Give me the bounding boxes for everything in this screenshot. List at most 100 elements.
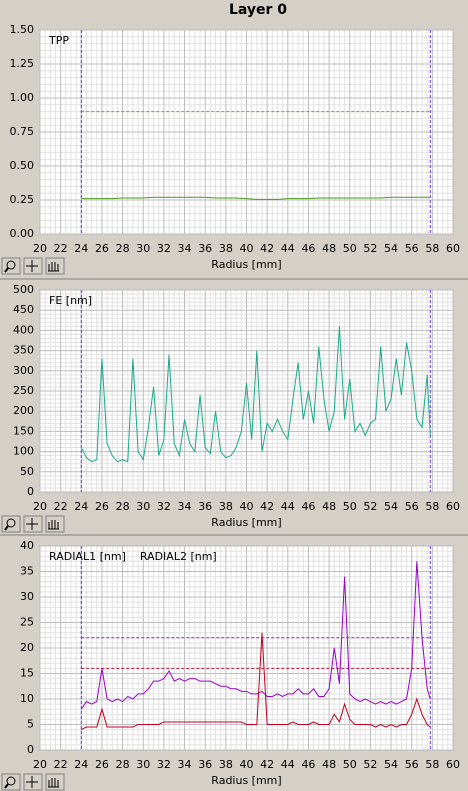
y-tick-label: 35	[20, 565, 34, 578]
x-tick-label: 54	[384, 242, 398, 255]
x-tick-label: 32	[157, 758, 171, 771]
x-tick-label: 26	[95, 758, 109, 771]
zoom-icon	[4, 267, 9, 273]
x-tick-label: 42	[260, 242, 274, 255]
x-tick-label: 28	[116, 500, 130, 513]
x-tick-label: 22	[54, 242, 68, 255]
x-tick-label: 44	[281, 500, 295, 513]
data-line	[80, 326, 431, 463]
x-tick-label: 36	[198, 500, 212, 513]
x-tick-label: 20	[33, 758, 47, 771]
x-tick-label: 56	[405, 500, 419, 513]
x-tick-label: 60	[446, 500, 460, 513]
hand-icon	[48, 262, 59, 272]
x-tick-label: 26	[95, 242, 109, 255]
zoom-icon	[4, 783, 9, 789]
y-tick-label: 100	[13, 445, 34, 458]
x-tick-label: 40	[240, 242, 254, 255]
x-tick-label: 48	[322, 500, 336, 513]
x-tick-label: 26	[95, 500, 109, 513]
x-tick-label: 54	[384, 758, 398, 771]
y-tick-label: 500	[13, 283, 34, 296]
y-tick-label: 0.50	[10, 159, 35, 172]
y-tick-label: 300	[13, 364, 34, 377]
y-tick-label: 0.00	[10, 227, 35, 240]
x-tick-label: 20	[33, 500, 47, 513]
x-tick-label: 38	[219, 500, 233, 513]
x-tick-label: 30	[136, 242, 150, 255]
x-tick-label: 60	[446, 758, 460, 771]
zoom-icon	[6, 260, 16, 270]
y-tick-label: 5	[27, 718, 34, 731]
x-tick-label: 40	[240, 500, 254, 513]
page-title: Layer 0	[229, 2, 287, 18]
x-tick-label: 22	[54, 500, 68, 513]
y-tick-label: 25	[20, 616, 34, 629]
y-tick-label: 0.75	[10, 125, 35, 138]
x-tick-label: 42	[260, 758, 274, 771]
zoom-icon	[6, 518, 16, 528]
x-tick-label: 22	[54, 758, 68, 771]
x-tick-label: 44	[281, 242, 295, 255]
y-tick-label: 0	[27, 743, 34, 756]
x-tick-label: 44	[281, 758, 295, 771]
x-tick-label: 30	[136, 500, 150, 513]
x-tick-label: 36	[198, 758, 212, 771]
x-tick-label: 34	[178, 500, 192, 513]
x-tick-label: 46	[301, 500, 315, 513]
y-tick-label: 400	[13, 323, 34, 336]
x-tick-label: 34	[178, 242, 192, 255]
x-tick-label: 28	[116, 242, 130, 255]
x-tick-label: 58	[425, 242, 439, 255]
y-tick-label: 0.25	[10, 193, 35, 206]
x-tick-label: 32	[157, 500, 171, 513]
x-tick-label: 56	[405, 242, 419, 255]
x-axis-label: Radius [mm]	[211, 258, 281, 271]
x-tick-label: 50	[343, 242, 357, 255]
zoom-icon	[4, 525, 9, 531]
y-tick-label: 1.25	[10, 57, 35, 70]
y-tick-label: 150	[13, 424, 34, 437]
data-line	[81, 632, 431, 731]
x-tick-label: 48	[322, 758, 336, 771]
y-tick-label: 20	[20, 641, 34, 654]
x-tick-label: 32	[157, 242, 171, 255]
y-tick-label: 1.00	[10, 91, 35, 104]
x-tick-label: 46	[301, 242, 315, 255]
x-tick-label: 60	[446, 242, 460, 255]
y-tick-label: 10	[20, 692, 34, 705]
x-axis-label: Radius [mm]	[211, 774, 281, 787]
x-tick-label: 52	[363, 758, 377, 771]
legend-entry: RADIAL2 [nm]	[140, 550, 217, 563]
y-tick-label: 450	[13, 303, 34, 316]
x-tick-label: 46	[301, 758, 315, 771]
x-tick-label: 52	[363, 500, 377, 513]
x-tick-label: 48	[322, 242, 336, 255]
y-tick-label: 1.50	[10, 23, 35, 36]
y-tick-label: 50	[20, 465, 34, 478]
x-tick-label: 24	[74, 500, 88, 513]
y-tick-label: 250	[13, 384, 34, 397]
y-tick-label: 15	[20, 667, 34, 680]
x-tick-label: 52	[363, 242, 377, 255]
x-tick-label: 50	[343, 500, 357, 513]
x-tick-label: 40	[240, 758, 254, 771]
x-tick-label: 20	[33, 242, 47, 255]
x-tick-label: 42	[260, 500, 274, 513]
data-line	[81, 196, 431, 200]
x-axis-label: Radius [mm]	[211, 516, 281, 529]
zoom-icon	[6, 776, 16, 786]
x-tick-label: 38	[219, 242, 233, 255]
y-tick-label: 200	[13, 404, 34, 417]
y-tick-label: 30	[20, 590, 34, 603]
y-tick-label: 350	[13, 344, 34, 357]
x-tick-label: 50	[343, 758, 357, 771]
x-tick-label: 58	[425, 758, 439, 771]
x-tick-label: 38	[219, 758, 233, 771]
hand-icon	[48, 778, 59, 788]
y-tick-label: 0	[27, 485, 34, 498]
x-tick-label: 34	[178, 758, 192, 771]
x-tick-label: 28	[116, 758, 130, 771]
